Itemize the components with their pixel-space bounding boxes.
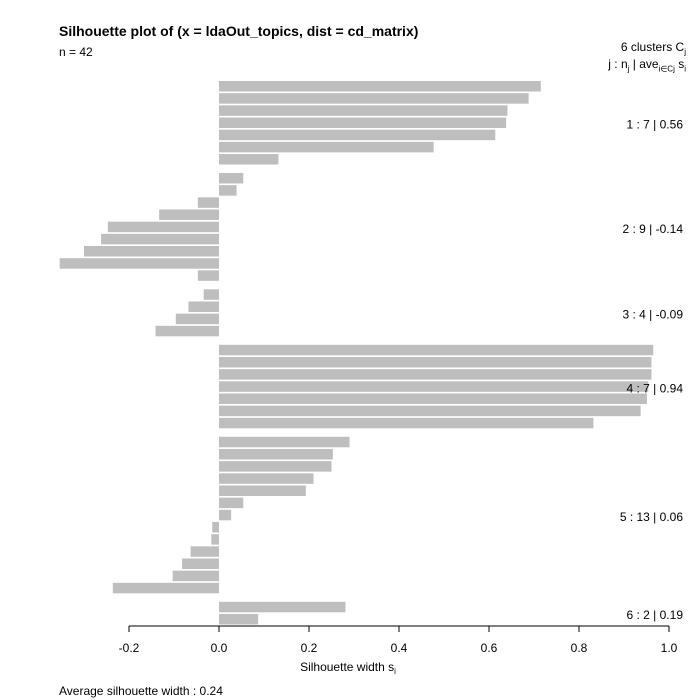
legend-columns-s: s bbox=[674, 57, 685, 71]
silhouette-bar bbox=[219, 93, 529, 104]
silhouette-bar bbox=[112, 582, 219, 594]
silhouette-bar bbox=[203, 289, 219, 300]
silhouette-bar bbox=[101, 233, 219, 245]
silhouette-bar bbox=[219, 141, 434, 153]
x-axis-label-text: Silhouette width s bbox=[300, 660, 394, 674]
silhouette-bar bbox=[219, 105, 508, 116]
silhouette-bar bbox=[219, 185, 237, 196]
x-tick-label: 0.2 bbox=[301, 641, 318, 655]
legend-columns-s-sub: i bbox=[684, 64, 686, 74]
silhouette-bar bbox=[219, 369, 652, 380]
silhouette-bar bbox=[175, 313, 219, 325]
silhouette-bar bbox=[197, 270, 219, 281]
x-tick-label: 0.4 bbox=[391, 641, 408, 655]
cluster-label: 3 : 4 | -0.09 bbox=[623, 308, 684, 322]
cluster-label: 4 : 7 | 0.94 bbox=[627, 381, 684, 395]
x-tick-label: 0.6 bbox=[481, 641, 498, 655]
silhouette-bar bbox=[107, 221, 219, 233]
legend-columns: j : nj | avei∈Cj si bbox=[608, 57, 686, 73]
legend-heading-text: 6 clusters C bbox=[620, 40, 685, 54]
cluster-label: 1 : 7 | 0.56 bbox=[627, 118, 684, 132]
silhouette-bar bbox=[197, 197, 219, 208]
silhouette-bar bbox=[219, 436, 350, 448]
silhouette-bar bbox=[219, 81, 541, 92]
silhouette-bar bbox=[219, 172, 244, 184]
silhouette-bar bbox=[219, 613, 259, 625]
silhouette-bar bbox=[59, 258, 220, 269]
silhouette-bar bbox=[219, 601, 346, 613]
silhouette-bar bbox=[219, 461, 332, 472]
legend-columns-sub: j bbox=[627, 64, 630, 74]
sample-size-label: n = 42 bbox=[59, 45, 93, 59]
cluster-label-group: 1 : 7 | 0.56 2 : 9 | -0.14 3 : 4 | -0.09 4 … bbox=[620, 118, 683, 622]
chart-title: Silhouette plot of (x = ldaOut_topics, d… bbox=[59, 23, 419, 39]
silhouette-bar bbox=[219, 344, 654, 356]
silhouette-bar bbox=[219, 381, 649, 392]
cluster-label: 6 : 2 | 0.19 bbox=[627, 608, 684, 622]
legend-columns-ave: | ave bbox=[629, 57, 659, 71]
silhouette-bar bbox=[190, 546, 219, 557]
silhouette-bar bbox=[182, 558, 219, 569]
legend-columns-text: j : n bbox=[608, 57, 628, 71]
silhouette-bar bbox=[219, 509, 232, 521]
cluster-label: 2 : 9 | -0.14 bbox=[623, 222, 684, 236]
legend-heading-sub: j bbox=[684, 47, 686, 57]
x-tick-label: 0.0 bbox=[211, 641, 228, 655]
silhouette-bar bbox=[219, 393, 647, 404]
silhouette-bar bbox=[188, 301, 219, 312]
legend-heading: 6 clusters Cj bbox=[621, 40, 686, 56]
x-axis: -0.2 0.0 0.2 0.4 0.6 0.8 1.0 bbox=[119, 625, 678, 655]
silhouette-bar bbox=[212, 521, 219, 533]
x-axis-label-sub: i bbox=[394, 667, 396, 676]
legend-columns-ave-sub: i∈Cj bbox=[658, 64, 675, 74]
silhouette-bar bbox=[155, 325, 219, 337]
silhouette-bar bbox=[172, 570, 219, 582]
silhouette-bar bbox=[219, 473, 314, 484]
cluster-label: 5 : 13 | 0.06 bbox=[620, 510, 683, 524]
silhouette-bar bbox=[219, 485, 306, 496]
x-tick-label: 1.0 bbox=[661, 641, 678, 655]
silhouette-bar bbox=[219, 356, 652, 368]
x-tick-label: -0.2 bbox=[119, 641, 140, 655]
bar-group bbox=[59, 81, 654, 625]
x-tick-label: 0.8 bbox=[571, 641, 588, 655]
silhouette-bar bbox=[219, 117, 507, 129]
silhouette-bar bbox=[219, 129, 496, 141]
silhouette-bar bbox=[219, 154, 279, 165]
silhouette-bar bbox=[84, 246, 219, 257]
silhouette-bar bbox=[219, 448, 333, 460]
silhouette-bar bbox=[219, 497, 244, 509]
silhouette-bar bbox=[211, 534, 219, 545]
average-silhouette-width: Average silhouette width : 0.24 bbox=[59, 684, 223, 698]
silhouette-bar bbox=[219, 405, 641, 417]
silhouette-bar bbox=[219, 417, 594, 429]
x-axis-label: Silhouette width si bbox=[300, 660, 396, 676]
silhouette-bar bbox=[159, 209, 219, 220]
